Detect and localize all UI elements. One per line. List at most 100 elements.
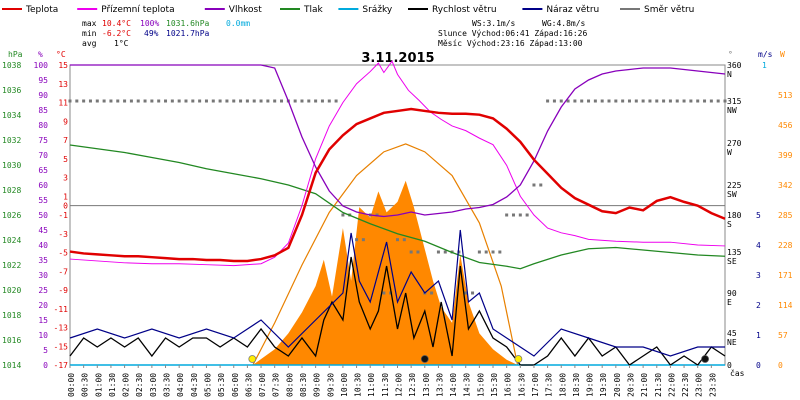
series-wind-direction-point [723, 99, 727, 103]
direction-tick: 135 [727, 248, 742, 257]
series-wind-direction-point [539, 183, 543, 187]
temp-tick: -5 [58, 249, 68, 258]
series-wind-direction-point [566, 99, 570, 103]
series-wind-direction-point [191, 99, 195, 103]
x-tick-label: 17:30 [545, 373, 554, 397]
legend-label-1: Přízemní teplota [101, 5, 174, 15]
x-tick-label: 14:30 [463, 373, 472, 397]
direction-tick: 315 [727, 97, 742, 106]
series-wind-direction-point [341, 213, 345, 217]
series-wind-direction-point [327, 99, 331, 103]
x-tick-label: 09:00 [313, 373, 322, 397]
series-wind-direction-point [689, 99, 693, 103]
humidity-tick: 100 [34, 61, 49, 70]
x-tick-label: 23:30 [708, 373, 717, 397]
series-wind-direction-point [314, 99, 318, 103]
legend-label-5: Rychlost větru [432, 5, 497, 15]
rain-tick: 1 [762, 61, 767, 70]
plot-area [68, 60, 727, 366]
pressure-tick: 1030 [2, 161, 21, 170]
series-wind-direction-point [552, 99, 556, 103]
x-tick-label: 16:30 [517, 373, 526, 397]
x-tick-label: 12:30 [408, 373, 417, 397]
pressure-tick: 1026 [2, 211, 21, 220]
x-tick-label: 02:30 [135, 373, 144, 397]
humidity-tick: 70 [38, 151, 48, 160]
pressure-tick: 1014 [2, 361, 21, 370]
series-wind-direction-point [648, 99, 652, 103]
series-wind-direction-point [293, 99, 297, 103]
humidity-tick: 20 [38, 301, 48, 310]
series-wind-direction-point [334, 99, 338, 103]
x-tick-label: 19:00 [586, 373, 595, 397]
series-wind-direction-point [627, 99, 631, 103]
series-wind-direction-point [320, 99, 324, 103]
series-teplota [69, 107, 726, 263]
humidity-tick: 80 [38, 121, 48, 130]
legend: Teplota Přízemní teplota Vlhkost Tlak Srážky… [2, 5, 694, 15]
series-wind-direction-point [307, 99, 311, 103]
x-tick-label: 00:00 [67, 373, 76, 397]
series-wind-direction-point [232, 99, 236, 103]
series-wind-direction-point [709, 99, 713, 103]
sun-marker-0 [248, 355, 257, 363]
x-tick-label: 12:00 [395, 373, 404, 397]
series-wind-direction-point [68, 99, 72, 103]
moon-marker-1 [701, 355, 709, 363]
humidity-tick: 15 [38, 316, 48, 325]
solar-tick: 114 [778, 301, 793, 310]
direction-tick-label: W [727, 148, 732, 157]
x-tick-label: 18:00 [558, 373, 567, 397]
axis-label-hpa: hPa [8, 50, 23, 59]
x-tick-label: 18:30 [572, 373, 581, 397]
x-tick-label: 05:00 [203, 373, 212, 397]
solar-tick: 285 [778, 211, 793, 220]
humidity-tick: 85 [38, 106, 48, 115]
humidity-tick: 35 [38, 256, 48, 265]
direction-tick: 45 [727, 329, 737, 338]
temp-tick: -1 [58, 211, 68, 220]
direction-tick: 360 [727, 61, 742, 70]
series-wind-direction-point [143, 99, 147, 103]
solar-tick: 57 [778, 331, 788, 340]
legend-label-7: Směr větru [644, 5, 694, 15]
solar-tick: 171 [778, 271, 793, 280]
series-wind-direction-point [396, 238, 399, 242]
series-wind-direction-point [484, 250, 488, 254]
series-wind-direction-point [662, 99, 666, 103]
stat-max-label: max [82, 19, 97, 28]
x-tick-label: 08:00 [285, 373, 294, 397]
series-wind-direction-point [184, 99, 188, 103]
series-wind-direction-point [382, 291, 386, 295]
direction-tick-label: E [727, 298, 732, 307]
series-wind-direction-point [266, 99, 270, 103]
solar-tick: 0 [778, 361, 783, 370]
series-wind-direction-point [402, 238, 406, 242]
humidity-tick: 60 [38, 181, 48, 190]
series-tlak [69, 144, 726, 270]
series-wind-direction-point [355, 238, 359, 242]
series-wind-direction-point [546, 99, 550, 103]
series-wind-direction-point [157, 99, 161, 103]
series-wind-direction-point [716, 99, 720, 103]
stat-min-label: min [82, 29, 97, 38]
x-tick-label: 06:00 [231, 373, 240, 397]
wind-tick: 1 [756, 331, 761, 340]
axis-labels: hPa% °C ° m/s Wčas10141016101810201022102410… [2, 50, 793, 378]
pressure-tick: 1024 [2, 236, 21, 245]
temp-tick: 11 [58, 99, 68, 108]
series-wind-direction-point [600, 99, 604, 103]
series-wind-direction-point [443, 250, 447, 254]
pressure-tick: 1038 [2, 61, 21, 70]
series-wind-direction-point [88, 99, 92, 103]
series-wind-direction-point [518, 213, 522, 217]
legend-label-6: Náraz větru [546, 5, 599, 15]
direction-tick-label: N [727, 70, 732, 79]
x-tick-label: 13:00 [422, 373, 431, 397]
series-wind-direction-point [511, 213, 515, 217]
x-tick-label: 15:00 [476, 373, 485, 397]
axis-label-celsius: °C [56, 50, 66, 59]
pressure-tick: 1032 [2, 136, 21, 145]
series-wind-direction-point [75, 99, 79, 103]
